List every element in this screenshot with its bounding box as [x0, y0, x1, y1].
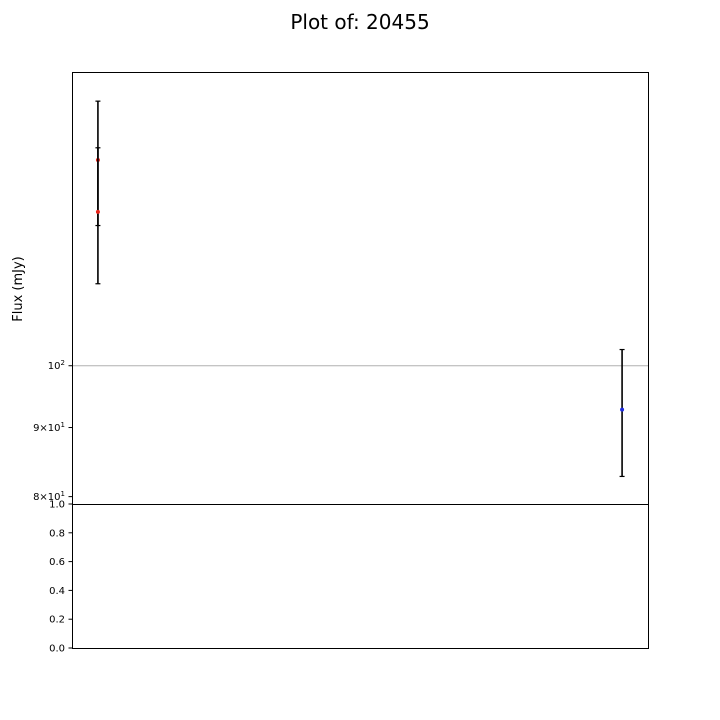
lower-y-axis-ticks: 0.0 0.2 0.4 0.6 0.8 1.0 [49, 500, 72, 655]
y-tick-label: 0.4 [49, 586, 65, 597]
chart-title: Plot of: 20455 [290, 10, 429, 34]
flux-panel-frame [72, 72, 649, 505]
flux-panel: 102 9×101 8×101 Flux (mJy) [11, 72, 649, 505]
data-point [620, 407, 625, 412]
y-axis-ticks: 102 9×101 8×101 [33, 359, 72, 503]
data-marks [95, 100, 625, 478]
y-tick-label: 8×101 [33, 490, 65, 503]
y-axis-label: Flux (mJy) [11, 256, 26, 322]
y-tick-label: 1.0 [49, 500, 65, 511]
lower-panel-frame [72, 504, 649, 649]
y-tick-label: 0.8 [49, 528, 65, 539]
y-tick-label: 0.2 [49, 615, 65, 626]
y-tick-label: 0.0 [49, 644, 65, 655]
y-tick-label: 102 [48, 359, 65, 372]
y-tick-label: 9×101 [33, 421, 65, 434]
lower-panel: 0.0 0.2 0.4 0.6 0.8 1.0 [49, 500, 649, 655]
data-point [95, 209, 100, 214]
y-tick-label: 0.6 [49, 557, 65, 568]
